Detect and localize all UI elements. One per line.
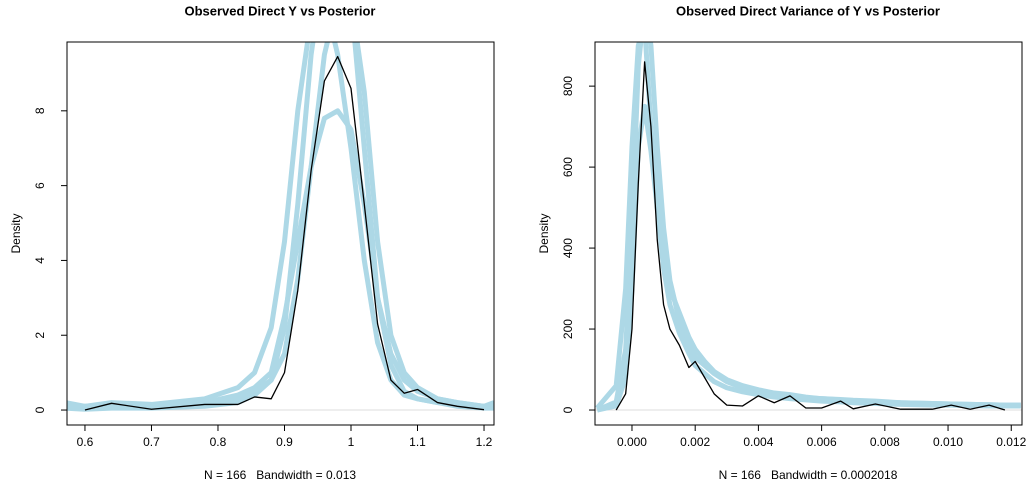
x-tick-label: 1.1 bbox=[409, 435, 426, 449]
y-tick-label: 6 bbox=[33, 182, 47, 189]
x-tick-label: 0.9 bbox=[276, 435, 293, 449]
density-line bbox=[615, 61, 1006, 411]
x-tick-label: 0.010 bbox=[933, 435, 963, 449]
x-axis-label: N = 166 Bandwidth = 0.0002018 bbox=[719, 468, 898, 482]
panel: 0.000 0.002 0.004 0.006 0.008 0.010 0.012 0 200 4… bbox=[537, 3, 1026, 482]
density-line bbox=[67, 42, 494, 412]
density-line bbox=[67, 42, 494, 411]
x-tick-label: 0.000 bbox=[617, 435, 647, 449]
y-tick-label: 2 bbox=[33, 332, 47, 339]
y-axis-label: Density bbox=[537, 213, 551, 253]
x-tick-label: 0.012 bbox=[996, 435, 1026, 449]
x-tick-label: 0.6 bbox=[77, 435, 94, 449]
y-tick-label: 200 bbox=[561, 319, 575, 339]
x-tick-label: 1.2 bbox=[476, 435, 493, 449]
y-tick-label: 0 bbox=[561, 406, 575, 413]
y-tick-label: 600 bbox=[561, 157, 575, 177]
density-line bbox=[84, 55, 485, 411]
y-tick-label: 4 bbox=[33, 257, 47, 264]
x-tick-label: 0.002 bbox=[680, 435, 710, 449]
chart-title: Observed Direct Y vs Posterior bbox=[184, 3, 375, 18]
density-line bbox=[596, 103, 1021, 413]
y-tick-label: 8 bbox=[33, 107, 47, 114]
density-line bbox=[596, 42, 1021, 413]
x-tick-label: 0.004 bbox=[743, 435, 773, 449]
y-axis-label: Density bbox=[9, 213, 23, 253]
y-tick-label: 400 bbox=[561, 238, 575, 258]
y-tick-label: 800 bbox=[561, 76, 575, 96]
plot-frame bbox=[594, 41, 1023, 426]
y-tick-label: 0 bbox=[33, 406, 47, 413]
x-tick-label: 0.006 bbox=[807, 435, 837, 449]
x-tick-label: 0.008 bbox=[870, 435, 900, 449]
plot-frame bbox=[66, 41, 495, 426]
x-axis-label: N = 166 Bandwidth = 0.013 bbox=[204, 468, 356, 482]
x-tick-label: 1 bbox=[348, 435, 355, 449]
x-tick-label: 0.7 bbox=[143, 435, 160, 449]
x-tick-label: 0.8 bbox=[210, 435, 227, 449]
density-line bbox=[67, 42, 494, 409]
chart-title: Observed Direct Variance of Y vs Posteri… bbox=[676, 3, 940, 18]
panel: 0.6 0.7 0.8 0.9 1 1.1 1.2 0 2 4 6 8 Observed Direct … bbox=[9, 3, 495, 482]
